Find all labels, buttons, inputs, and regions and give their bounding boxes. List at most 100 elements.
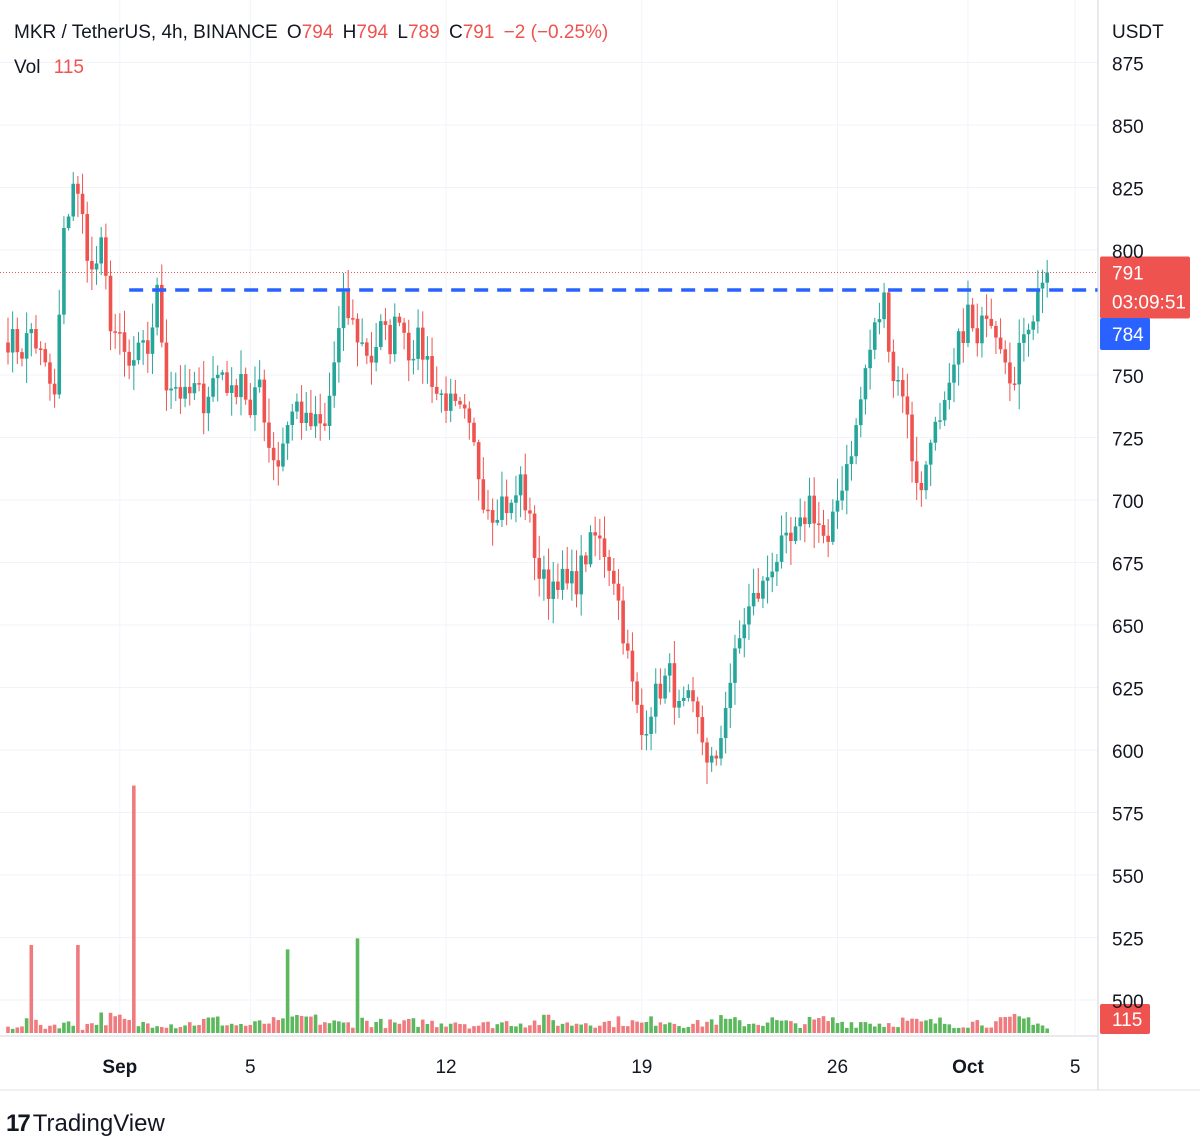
candle-body <box>108 275 113 332</box>
volume-bar <box>639 1022 644 1033</box>
candle-body <box>737 638 742 649</box>
volume-bar <box>896 1027 900 1033</box>
volume-bar <box>649 1016 653 1033</box>
candle-body <box>644 734 649 736</box>
candle-body <box>942 400 947 421</box>
candle-body <box>635 681 639 705</box>
volume-bar <box>76 945 80 1033</box>
volume-bar <box>201 1018 206 1033</box>
high-label: H <box>342 22 357 43</box>
volume-bar <box>481 1022 486 1033</box>
y-tick-label: 525 <box>1112 930 1144 951</box>
y-tick-label: 500 <box>1112 992 1144 1013</box>
volume-bar <box>570 1025 574 1033</box>
volume-bar <box>206 1017 211 1033</box>
candle-body <box>910 414 914 462</box>
volume-bar <box>94 1024 99 1033</box>
candle-body <box>118 332 122 334</box>
candle-body <box>840 490 844 501</box>
candle-body <box>728 682 733 708</box>
chart-grid <box>0 0 1098 1034</box>
volume-bar <box>556 1025 560 1033</box>
candle-body <box>1012 383 1017 385</box>
candle-body <box>1026 329 1031 335</box>
candle-body <box>598 535 602 539</box>
volume-bar <box>588 1025 593 1033</box>
volume-bar <box>700 1026 705 1033</box>
volume-bar <box>565 1022 569 1033</box>
candle-body <box>57 314 62 395</box>
candle-body <box>425 356 430 360</box>
volume-bar <box>62 1022 66 1033</box>
volume-bar <box>29 945 34 1033</box>
candle-body <box>858 399 863 426</box>
volume-bar <box>159 1027 164 1033</box>
volume-bar <box>281 1018 285 1033</box>
candle-body <box>504 496 509 514</box>
candle-body <box>807 495 812 525</box>
candle-body <box>709 755 714 763</box>
volume-bar <box>695 1020 700 1033</box>
candle-body <box>984 315 989 319</box>
volume-bar <box>775 1020 779 1033</box>
volume-bar <box>1022 1018 1026 1033</box>
volume-bar <box>108 1012 113 1033</box>
tradingview-branding[interactable]: 17 TradingView <box>6 1110 165 1138</box>
candle-body <box>980 315 984 344</box>
volume-bar <box>1008 1016 1012 1033</box>
volume-bar <box>132 785 136 1033</box>
symbol-label: MKR / TetherUS, 4h, BINANCE <box>14 22 278 43</box>
volume-bar <box>616 1016 621 1033</box>
volume-bar <box>6 1026 10 1033</box>
candle-body <box>150 327 155 354</box>
volume-bar <box>737 1020 742 1033</box>
volume-bar <box>514 1026 518 1033</box>
candle-body <box>952 364 956 383</box>
y-tick-label: 700 <box>1112 492 1144 513</box>
candle-body <box>616 583 621 601</box>
volume-bar <box>173 1028 178 1033</box>
candle-body <box>579 555 583 595</box>
volume-bar <box>803 1024 807 1033</box>
candle-body <box>672 663 677 708</box>
volume-bar <box>872 1026 877 1033</box>
y-tick-label: 650 <box>1112 617 1144 638</box>
volume-bar <box>672 1023 677 1033</box>
candle-body <box>663 675 667 699</box>
candle-body <box>211 378 215 397</box>
volume-bar <box>919 1021 924 1033</box>
volume-bar <box>765 1022 770 1033</box>
candle-body <box>500 496 504 520</box>
candle-body <box>961 331 966 343</box>
candle-body <box>872 322 877 350</box>
volume-bar <box>863 1022 868 1033</box>
volume-bar <box>854 1027 858 1033</box>
candle-body <box>62 227 66 315</box>
candle-body <box>383 321 388 325</box>
volume-bar <box>845 1027 849 1033</box>
volume-bar <box>621 1025 625 1033</box>
candle-body <box>365 342 369 356</box>
candle-body <box>318 414 323 424</box>
volume-bar <box>817 1018 821 1033</box>
candle-body <box>434 386 439 394</box>
volume-bar <box>747 1023 751 1033</box>
volume-bar <box>15 1027 20 1033</box>
candle-body <box>360 342 364 344</box>
volume-bar <box>253 1021 257 1033</box>
candle-body <box>397 316 402 323</box>
volume-bar <box>807 1016 812 1033</box>
candle-body <box>285 425 290 444</box>
volume-bar <box>397 1023 402 1033</box>
candle-body <box>6 342 10 353</box>
candle-body <box>947 382 952 401</box>
candle-body <box>588 532 593 565</box>
y-tick-label: 675 <box>1112 555 1144 576</box>
candle-body <box>141 340 145 343</box>
candle-body <box>257 379 262 388</box>
x-tick-label: Sep <box>102 1057 137 1078</box>
volume-bar <box>886 1023 891 1033</box>
volume-bar <box>966 1027 970 1033</box>
candle-body <box>761 580 765 599</box>
